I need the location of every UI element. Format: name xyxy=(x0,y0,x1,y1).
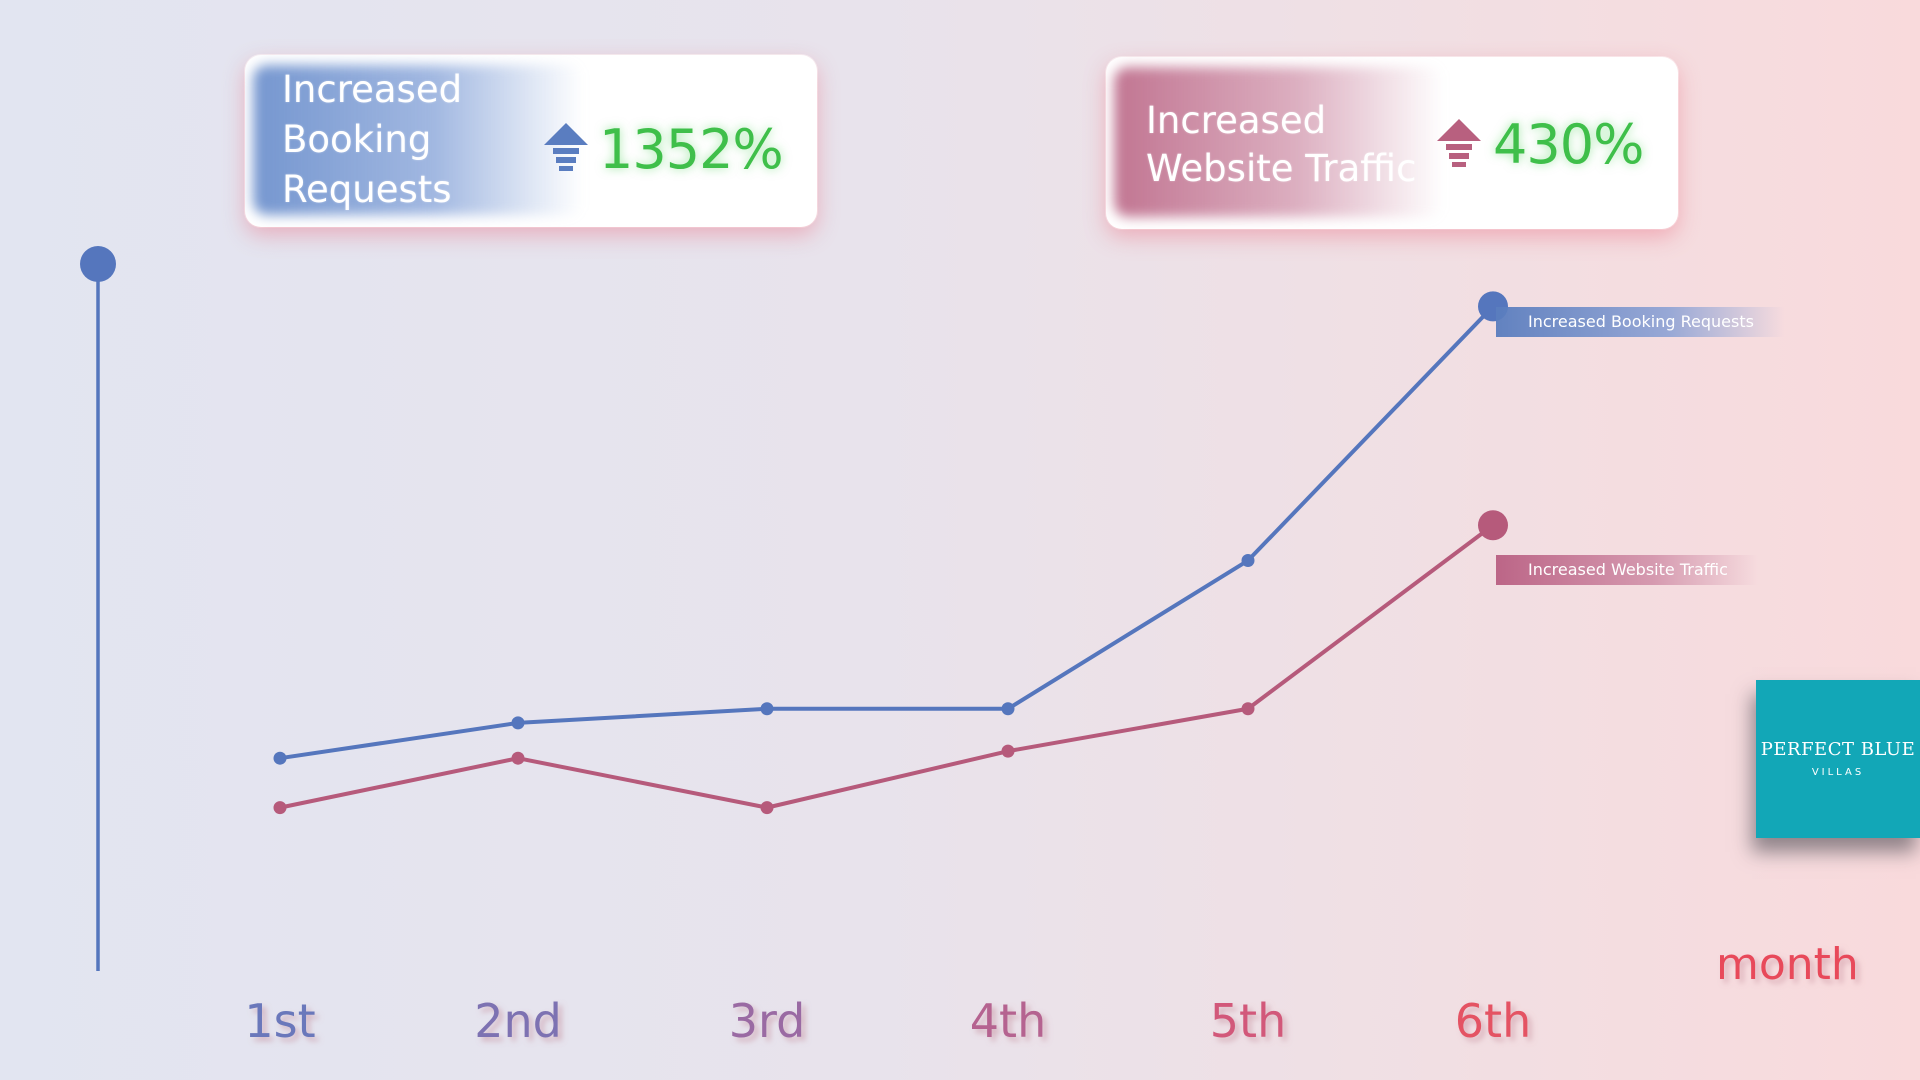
x-tick-label: 5th xyxy=(1210,994,1286,1048)
booking-card-label: Increased Booking Requests xyxy=(282,68,463,211)
data-point-traffic-5 xyxy=(1241,702,1255,716)
up-arrow-icon xyxy=(544,123,588,171)
data-point-traffic-6 xyxy=(1478,510,1508,541)
series-line-traffic xyxy=(279,523,1495,810)
data-point-booking-1 xyxy=(273,751,287,765)
x-tick-label: 4th xyxy=(970,994,1046,1048)
data-point-booking-3 xyxy=(760,702,774,716)
perfect-blue-villas-logo: PERFECT BLUE VILLAS xyxy=(1756,680,1920,838)
data-point-booking-2 xyxy=(511,716,525,730)
data-point-traffic-1 xyxy=(273,801,287,815)
x-tick-label: 3rd xyxy=(729,994,806,1048)
x-tick-label: 6th xyxy=(1455,994,1531,1048)
booking-card-gradient xyxy=(253,65,583,215)
data-point-traffic-4 xyxy=(1001,744,1015,758)
data-point-booking-4 xyxy=(1001,702,1015,716)
legend-booking-label: Increased Booking Requests xyxy=(1496,307,1784,337)
booking-percent-value: 1352% xyxy=(599,118,784,181)
traffic-card-label: Increased Website Traffic xyxy=(1146,99,1417,190)
logo-title: PERFECT BLUE xyxy=(1760,739,1916,760)
traffic-card-gradient xyxy=(1114,67,1444,217)
traffic-percent-value: 430% xyxy=(1493,113,1644,176)
legend-traffic-label: Increased Website Traffic xyxy=(1496,555,1758,585)
x-tick-label: 1st xyxy=(244,994,315,1048)
up-arrow-icon xyxy=(1437,119,1481,167)
traffic-stat-card: Increased Website Traffic 430% xyxy=(1106,57,1678,229)
x-tick-label: 2nd xyxy=(474,994,562,1048)
series-layer xyxy=(273,291,1508,815)
data-point-booking-5 xyxy=(1241,554,1255,568)
data-point-traffic-2 xyxy=(511,751,525,765)
logo-subtitle: VILLAS xyxy=(1811,767,1865,778)
y-axis-cap xyxy=(80,246,116,282)
data-point-traffic-3 xyxy=(760,801,774,815)
booking-stat-card: Increased Booking Requests 1352% xyxy=(245,55,817,227)
series-line-booking xyxy=(279,304,1495,761)
x-tick-labels: 1st 2nd 3rd 4th 5th 6th xyxy=(244,994,1531,1048)
x-axis-label: month xyxy=(1716,939,1859,990)
